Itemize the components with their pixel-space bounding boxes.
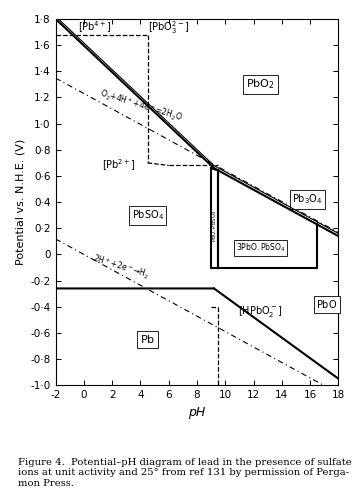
Text: Figure 4.  Potential–pH diagram of lead in the presence of sulfate
ions at unit : Figure 4. Potential–pH diagram of lead i… <box>18 458 352 488</box>
Text: $\mathregular{3PbO.PbSO}_4$: $\mathregular{3PbO.PbSO}_4$ <box>236 242 285 254</box>
Text: $\mathregular{Pb}$: $\mathregular{Pb}$ <box>140 334 155 345</box>
Text: $[\mathregular{HPbO}_2^-]$: $[\mathregular{HPbO}_2^-]$ <box>238 304 283 319</box>
Text: $\mathregular{Pb}_3\mathregular{O}_4$: $\mathregular{Pb}_3\mathregular{O}_4$ <box>292 193 323 206</box>
Text: $[\mathregular{Pb}^{2+}]$: $[\mathregular{Pb}^{2+}]$ <box>102 158 136 173</box>
Text: $\mathregular{PbSO}_4$: $\mathregular{PbSO}_4$ <box>131 208 163 222</box>
Text: $\mathregular{PbO}_2$: $\mathregular{PbO}_2$ <box>246 77 275 91</box>
Y-axis label: Potential vs. N.H.E. (V): Potential vs. N.H.E. (V) <box>15 139 25 265</box>
X-axis label: pH: pH <box>188 406 206 418</box>
Text: $\mathregular{PbO}$: $\mathregular{PbO}$ <box>316 298 338 310</box>
Text: $\mathregular{2H^+\!+\!2e^-\!\rightarrow\! H_2}$: $\mathregular{2H^+\!+\!2e^-\!\rightarrow… <box>91 253 151 282</box>
Text: $\mathregular{O}_2\mathregular{+4H^+\!+\!4e^-\!=\!2H_2O}$: $\mathregular{O}_2\mathregular{+4H^+\!+\… <box>98 88 184 125</box>
Text: $[\mathregular{Pb}^{4+}]$: $[\mathregular{Pb}^{4+}]$ <box>78 20 112 35</box>
Text: $\mathregular{PbO.PbSO}_4$: $\mathregular{PbO.PbSO}_4$ <box>210 209 219 242</box>
Text: $[\mathregular{PbO}_3^{2-}]$: $[\mathregular{PbO}_3^{2-}]$ <box>148 19 190 36</box>
